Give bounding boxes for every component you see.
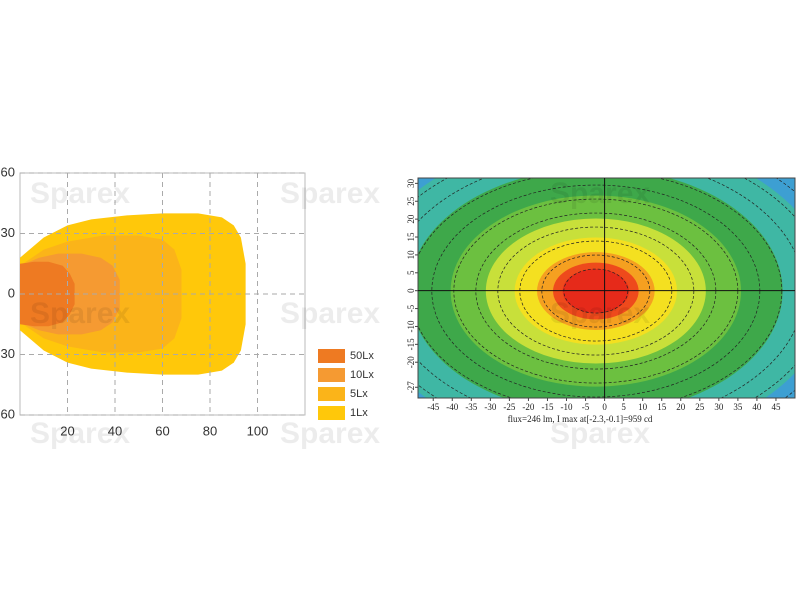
x-tick-label: -20	[522, 402, 534, 412]
heat-bands	[418, 178, 795, 398]
y-tick-label: 25	[406, 196, 416, 206]
watermark: Sparex	[550, 297, 650, 330]
legend-label: 10Lx	[350, 369, 374, 381]
y-tick-label: 30	[1, 225, 15, 240]
y-tick-label: -20	[406, 356, 416, 368]
intensity-heatmap: -45 -40 -35 -30 -25 -20 -15 -10 -5 0 5 10 15 20 25 30 35…	[406, 177, 796, 424]
y-tick-label: 15	[406, 232, 416, 242]
x-tick-label: 5	[621, 402, 626, 412]
y-tick-label: 0	[406, 288, 416, 293]
x-tick-label: -25	[503, 402, 515, 412]
x-tick-label: 80	[203, 423, 217, 438]
y-tick-label: 20	[406, 214, 416, 224]
y-tick-label: -5	[406, 304, 416, 312]
plot-frame	[417, 177, 796, 399]
x-tick-label: 0	[602, 402, 607, 412]
legend-swatch	[318, 406, 345, 420]
x-tick-label: -10	[561, 402, 573, 412]
watermark: Sparex	[30, 177, 130, 210]
x-tick-label: -5	[582, 402, 590, 412]
legend-swatch	[318, 368, 345, 382]
y-tick-label: -60	[0, 406, 15, 421]
y-tick-label: -30	[0, 346, 15, 361]
x-tick-label: 40	[108, 423, 122, 438]
y-tick-label: -15	[406, 338, 416, 350]
caption: flux=246 lm, I max at[-2.3,-0.1]=959 cd	[508, 414, 653, 424]
watermark: Sparex	[30, 297, 130, 330]
y-tick-label: 30	[406, 178, 416, 188]
x-tick-label: 20	[676, 402, 686, 412]
watermark: Sparex	[550, 417, 650, 450]
x-tick-label: 100	[247, 423, 269, 438]
y-tick-label: 5	[406, 270, 416, 275]
y-tick-label: 0	[8, 285, 15, 300]
x-tick-label: -35	[465, 402, 477, 412]
x-tick-label: 30	[714, 402, 724, 412]
legend-swatch	[318, 387, 345, 401]
x-tick-label: 20	[60, 423, 74, 438]
y-tick-label: 10	[406, 250, 416, 260]
watermark: Sparex	[280, 417, 380, 450]
x-tick-label: 45	[771, 402, 781, 412]
legend-label: 5Lx	[350, 388, 368, 400]
watermark: Sparex	[280, 297, 380, 330]
watermark: Sparex	[550, 177, 650, 210]
watermarks: Sparex Sparex Sparex Sparex Sparex Sparex Spar…	[30, 177, 650, 450]
x-tick-label: 10	[638, 402, 648, 412]
legend-swatch	[318, 349, 345, 363]
x-tick-label: -45	[427, 402, 439, 412]
watermark: Sparex	[30, 417, 130, 450]
x-tick-label: 40	[752, 402, 762, 412]
y-tick-label: -27	[406, 381, 416, 393]
y-tick-label: -10	[406, 320, 416, 332]
legend-label: 1Lx	[350, 407, 368, 419]
legend-label: 50Lx	[350, 350, 374, 362]
x-tick-label: 60	[155, 423, 169, 438]
x-tick-label: -30	[484, 402, 496, 412]
x-tick-label: -40	[446, 402, 458, 412]
x-tick-label: 15	[657, 402, 667, 412]
x-tick-label: 25	[695, 402, 705, 412]
x-tick-label: -15	[541, 402, 553, 412]
isolux-chart: 20 40 60 80 100 -60 -30 0 30 60 50Lx 10Lx 5Lx 1Lx	[0, 164, 374, 438]
x-tick-label: 35	[733, 402, 743, 412]
watermark: Sparex	[280, 177, 380, 210]
y-tick-label: 60	[1, 164, 15, 179]
